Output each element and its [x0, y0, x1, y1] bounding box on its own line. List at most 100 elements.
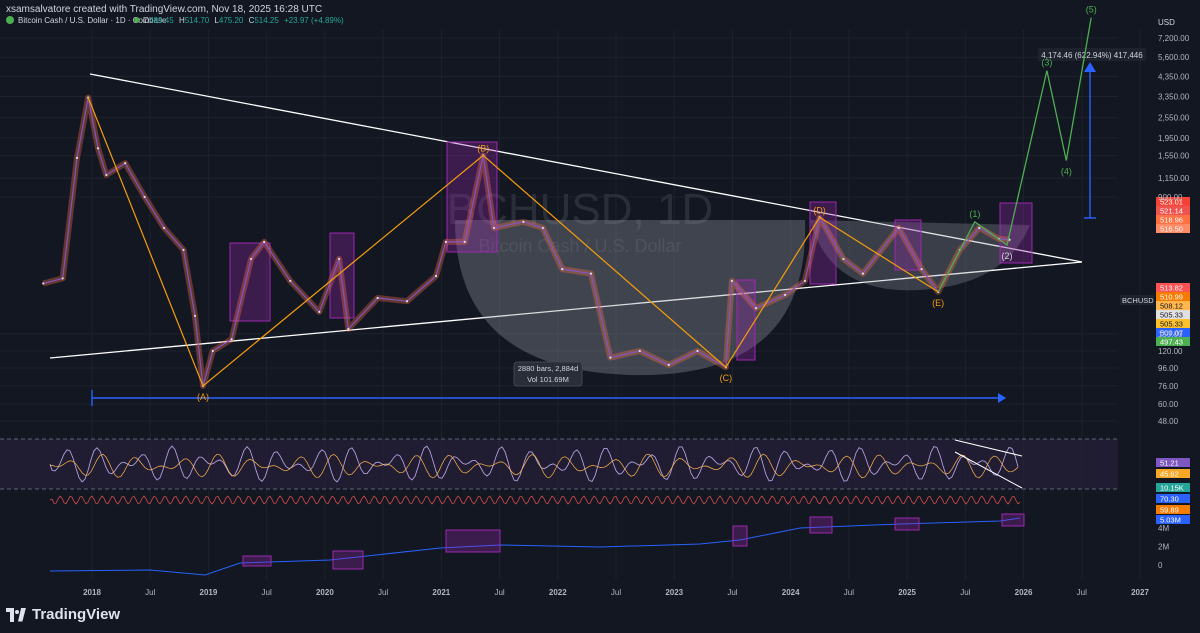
- oscillator-signal-line: [49, 453, 1019, 479]
- mini-indicator-tag: [1156, 483, 1190, 492]
- svg-text:O489.45 H514.70 L4: O489.45 H514.70 L475.20 C514.25 +23.97 (…: [143, 16, 344, 25]
- volume-highlight-box[interactable]: [732, 525, 748, 547]
- symbol-price-tag: [1120, 295, 1154, 305]
- highlight-box[interactable]: [809, 201, 837, 285]
- oscillator-tag-value: 45.62: [1160, 470, 1179, 479]
- x-tick-label: Jul: [844, 588, 854, 597]
- mini-indicator-tag: [1156, 505, 1190, 514]
- wave-label: (E): [932, 298, 944, 308]
- y-tick-label: 1,150.00: [1158, 174, 1190, 183]
- projection-wave-path[interactable]: [937, 17, 1092, 293]
- x-tick-label: Jul: [494, 588, 504, 597]
- volume-highlight-box[interactable]: [332, 550, 364, 570]
- x-tick-label: Jul: [1077, 588, 1087, 597]
- x-tick-label: 2025: [898, 588, 916, 597]
- price-point: [755, 307, 758, 310]
- wave-label: (D): [813, 205, 826, 215]
- volume-axis-label: 4M: [1158, 524, 1169, 533]
- oscillator-trendline-bottom[interactable]: [954, 451, 1023, 489]
- y-tick-label: 150.00: [1158, 330, 1183, 339]
- oscillator-trendline-top[interactable]: [954, 439, 1023, 457]
- price-tag: [1156, 206, 1190, 215]
- measure-vol-text: Vol 101.69M: [527, 375, 569, 384]
- projection-wave-label: (2): [1002, 251, 1013, 261]
- y-tick-label: 1,550.00: [1158, 151, 1190, 160]
- highlight-box[interactable]: [446, 141, 498, 253]
- mini-indicator-tag-value: 59.89: [1160, 506, 1179, 515]
- price-tag-value: 523.01: [1160, 198, 1183, 207]
- price-point: [42, 282, 45, 285]
- volume-line[interactable]: [49, 517, 1021, 576]
- price-point: [667, 363, 670, 366]
- y-tick-label: 120.00: [1158, 347, 1183, 356]
- price-line[interactable]: [43, 97, 1010, 387]
- mini-indicator-tag-value: 70.30: [1160, 495, 1179, 504]
- symbol-title[interactable]: Bitcoin Cash / U.S. Dollar · 1D · Coinba…: [18, 16, 167, 25]
- x-tick-label: 2019: [200, 588, 218, 597]
- abcde-wave-path[interactable]: [87, 97, 939, 387]
- projection-wave-label: (5): [1086, 5, 1097, 15]
- price-tag-value: 500.07: [1160, 329, 1183, 338]
- price-point: [75, 156, 79, 160]
- x-tick-label: Jul: [145, 588, 155, 597]
- price-point: [561, 268, 564, 271]
- upper-trendline[interactable]: [89, 73, 1083, 263]
- volume-highlight-box[interactable]: [242, 555, 272, 567]
- price-point: [182, 248, 185, 252]
- price-point: [638, 349, 641, 353]
- y-tick-label: 4,350.00: [1158, 73, 1190, 82]
- price-tag: [1156, 319, 1190, 328]
- x-tick-label: Jul: [611, 588, 621, 597]
- y-tick-label: 96.00: [1158, 364, 1179, 373]
- price-tag-value: 513.82: [1160, 284, 1183, 293]
- volume-highlight-box[interactable]: [1001, 513, 1025, 527]
- grid-lines: [0, 30, 1141, 580]
- x-tick-label: Jul: [378, 588, 388, 597]
- x-tick-label: 2020: [316, 588, 334, 597]
- price-tag: [1156, 215, 1190, 224]
- y-tick-label: 2,550.00: [1158, 113, 1190, 122]
- volume-highlight-box[interactable]: [894, 517, 920, 531]
- price-point: [522, 220, 525, 223]
- price-tag-value: 518.96: [1160, 216, 1183, 225]
- highlight-box[interactable]: [999, 202, 1033, 264]
- y-tick-label: 60.00: [1158, 400, 1179, 409]
- price-point: [318, 310, 321, 314]
- price-point: [978, 226, 981, 230]
- price-point: [589, 272, 593, 275]
- price-point: [61, 277, 64, 280]
- y-tick-label: 900.00: [1158, 193, 1183, 202]
- x-tick-label: 2024: [782, 588, 800, 597]
- tradingview-brand[interactable]: TradingView: [6, 606, 120, 623]
- mini-indicator-line[interactable]: [49, 495, 1021, 505]
- price-tag: [1156, 310, 1190, 319]
- mini-indicator-tag: [1156, 494, 1190, 503]
- volume-tag-value: 5.03M: [1160, 516, 1181, 525]
- tradingview-logo-icon: [6, 607, 26, 622]
- price-point: [143, 195, 146, 199]
- lower-trendline[interactable]: [49, 261, 1083, 359]
- highlight-box[interactable]: [229, 242, 271, 322]
- volume-highlight-box[interactable]: [809, 516, 833, 534]
- handle-bowl: [810, 220, 1030, 291]
- market-status-icon: [134, 17, 140, 23]
- price-point: [105, 173, 108, 177]
- measure-bars-text: 2880 bars, 2,884d: [518, 364, 578, 373]
- price-tag-value: 497.43: [1160, 338, 1183, 347]
- price-point: [193, 314, 197, 317]
- price-point: [920, 268, 923, 271]
- volume-highlight-box[interactable]: [445, 529, 501, 553]
- price-point: [376, 296, 379, 300]
- tradingview-wordmark: TradingView: [32, 606, 121, 623]
- y-tick-label: 76.00: [1158, 382, 1179, 391]
- price-tag: [1156, 283, 1190, 292]
- oscillator-tag: [1156, 469, 1190, 478]
- projection-wave-label: (3): [1041, 58, 1052, 68]
- highlight-box[interactable]: [329, 232, 355, 319]
- chart-credit: xsamsalvatore created with TradingView.c…: [6, 4, 323, 15]
- volume-axis-label: 2M: [1158, 543, 1169, 552]
- price-point: [444, 240, 448, 243]
- ohlc-low: 475.20: [219, 16, 244, 25]
- price-point: [289, 279, 292, 283]
